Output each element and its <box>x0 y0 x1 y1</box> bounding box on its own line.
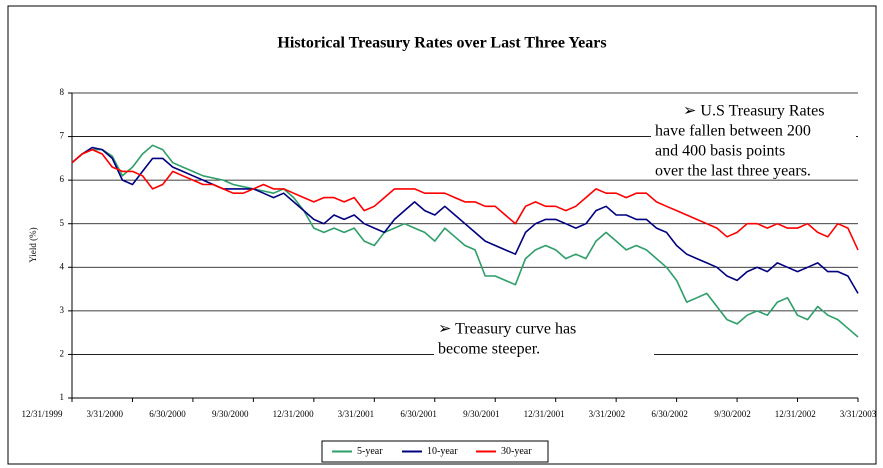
y-tick-label: 8 <box>60 87 65 97</box>
x-tick-label: 12/31/2000 <box>273 409 315 419</box>
legend-label: 5-year <box>357 446 383 457</box>
y-tick-label: 1 <box>60 392 65 402</box>
y-tick-label: 7 <box>60 131 65 141</box>
x-tick-label: 12/31/1999 <box>21 409 63 419</box>
x-tick-label: 6/30/2001 <box>400 409 437 419</box>
x-tick-label: 3/31/2002 <box>589 409 626 419</box>
x-tick-label: 9/30/2001 <box>463 409 500 419</box>
chart-frame <box>7 5 877 465</box>
x-tick-label: 3/31/2003 <box>840 409 877 419</box>
chart-title: Historical Treasury Rates over Last Thre… <box>277 35 606 52</box>
x-tick-label: 12/31/2002 <box>775 409 816 419</box>
x-tick-label: 6/30/2000 <box>149 409 186 419</box>
y-tick-label: 5 <box>60 218 65 228</box>
y-tick-label: 3 <box>60 305 65 315</box>
x-tick-label: 3/31/2001 <box>338 409 375 419</box>
annotation-box <box>434 316 654 358</box>
x-tick-label: 3/31/2000 <box>87 409 124 419</box>
legend-label: 30-year <box>501 446 532 457</box>
y-tick-label: 4 <box>60 261 65 271</box>
x-tick-label: 9/30/2000 <box>212 409 249 419</box>
x-tick-label: 6/30/2002 <box>651 409 688 419</box>
x-tick-label: 9/30/2002 <box>714 409 751 419</box>
y-axis-label: Yield (%) <box>28 227 38 262</box>
series-line <box>71 144 859 338</box>
annotation-text: ➢ U.S Treasury Rates <box>683 103 824 120</box>
annotation-box <box>651 98 856 176</box>
annotation-text: become steeper. <box>438 341 540 358</box>
x-tick-label: 12/31/2001 <box>524 409 565 419</box>
annotation-text: over the last three years. <box>655 163 811 180</box>
y-tick-label: 2 <box>60 348 65 358</box>
legend-label: 10-year <box>427 446 458 457</box>
annotation-text: ➢ Treasury curve has <box>438 321 576 338</box>
series-line <box>71 148 859 251</box>
legend-box <box>321 440 549 463</box>
series-line <box>71 146 859 294</box>
y-tick-label: 6 <box>60 174 65 184</box>
annotation-text: have fallen between 200 <box>655 123 811 140</box>
annotation-text: and 400 basis points <box>655 143 785 160</box>
